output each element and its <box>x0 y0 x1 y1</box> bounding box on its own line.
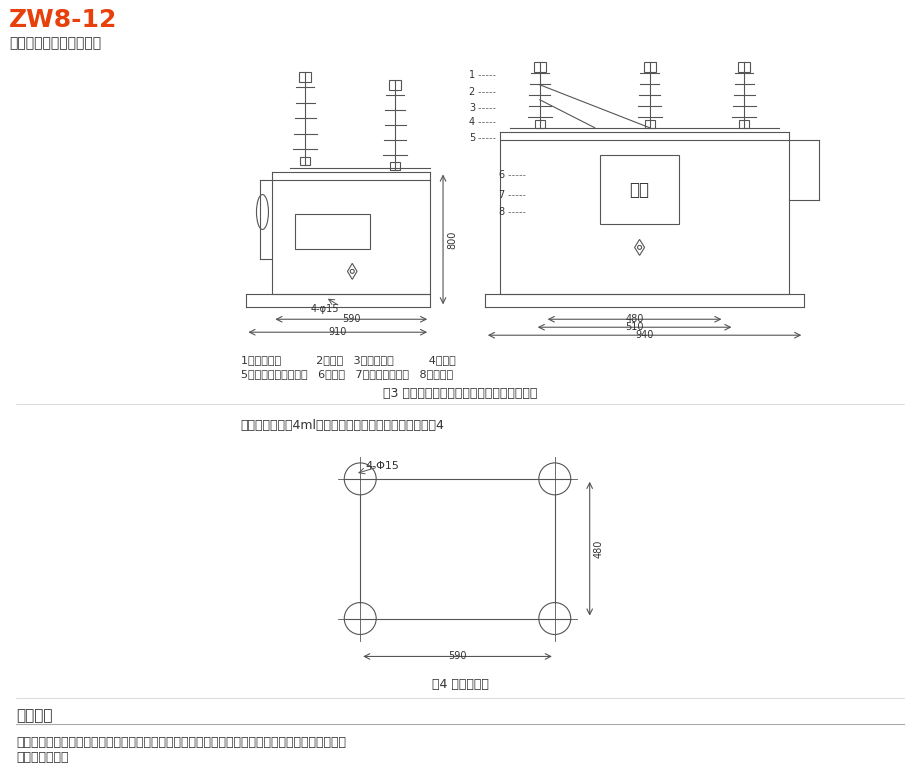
Text: 4-φ15: 4-φ15 <box>310 304 338 314</box>
Text: 图3 组合断路器结构及外形尺寸、安装尺寸图: 图3 组合断路器结构及外形尺寸、安装尺寸图 <box>382 387 537 400</box>
Text: 订货须知: 订货须知 <box>16 709 52 723</box>
Text: 6: 6 <box>498 170 505 180</box>
Bar <box>644 120 653 127</box>
Bar <box>534 120 544 127</box>
Text: 5、隔离开关操作手柄   6、转轴   7、隔离开关支架   8、断路器: 5、隔离开关操作手柄 6、转轴 7、隔离开关支架 8、断路器 <box>240 369 452 379</box>
Text: 户外高压交流真空断路器: 户外高压交流真空断路器 <box>9 36 101 50</box>
Bar <box>299 72 311 82</box>
Bar <box>272 180 429 294</box>
Bar <box>533 62 545 72</box>
Text: ZW8-12: ZW8-12 <box>9 8 118 32</box>
Text: 7: 7 <box>498 190 505 199</box>
Bar <box>390 161 400 170</box>
Text: 5: 5 <box>468 133 474 143</box>
Bar <box>499 140 789 294</box>
Text: 480: 480 <box>593 540 603 558</box>
Text: 510: 510 <box>625 322 643 332</box>
Bar <box>738 62 750 72</box>
Bar <box>389 80 401 90</box>
Text: 4-Φ15: 4-Φ15 <box>365 461 399 471</box>
Text: 910: 910 <box>328 327 346 337</box>
Bar <box>599 154 679 225</box>
Bar <box>300 157 310 164</box>
Text: 4: 4 <box>469 117 474 127</box>
Bar <box>295 215 369 249</box>
Text: 1、接触刀片          2、触刀   3、绝缘拉杆          4、支柱: 1、接触刀片 2、触刀 3、绝缘拉杆 4、支柱 <box>240 355 455 365</box>
Text: 分合: 分合 <box>629 181 649 198</box>
Bar <box>643 62 655 72</box>
Text: 1: 1 <box>469 69 474 80</box>
Text: 800: 800 <box>447 230 457 249</box>
Bar <box>739 120 748 127</box>
Text: 3: 3 <box>469 103 474 113</box>
Text: 480: 480 <box>625 314 643 324</box>
Text: 590: 590 <box>342 314 360 324</box>
Text: 订货时要说明产品的型号、名称、数量、短路开断电流、额定电流、所配电流互感器电流比、操作方
式及使用场合。: 订货时要说明产品的型号、名称、数量、短路开断电流、额定电流、所配电流互感器电流比… <box>16 736 346 764</box>
Text: 图4 安装孔尺寸: 图4 安装孔尺寸 <box>431 679 488 692</box>
Text: 940: 940 <box>635 330 653 340</box>
Text: 产品要安装在高4ml以上的柱子上使用，安装孔尺寸见图4: 产品要安装在高4ml以上的柱子上使用，安装孔尺寸见图4 <box>240 419 444 432</box>
Text: 2: 2 <box>468 86 474 96</box>
Text: 590: 590 <box>448 652 466 662</box>
Text: 8: 8 <box>498 206 505 216</box>
